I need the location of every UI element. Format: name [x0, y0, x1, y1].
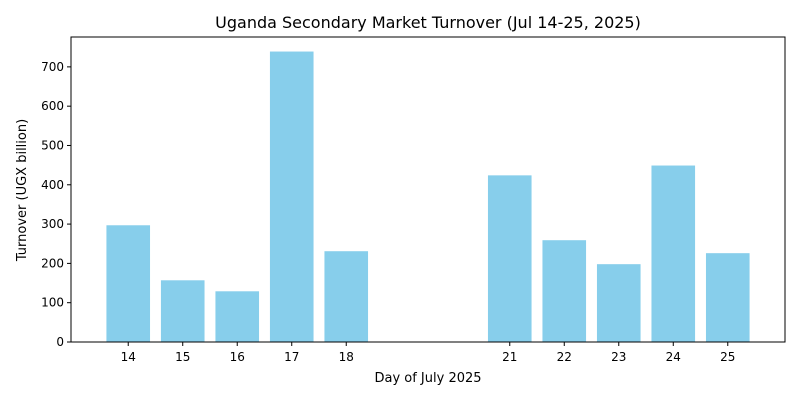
y-axis-label: Turnover (UGX billion)	[15, 119, 30, 262]
x-axis-label: Day of July 2025	[374, 371, 481, 386]
bar-day-23	[596, 264, 641, 342]
x-tick-label: 18	[339, 350, 354, 364]
chart-title: Uganda Secondary Market Turnover (Jul 14…	[215, 13, 641, 32]
x-axis: 14 15 16 17 18 21 22 23 24 25	[121, 342, 735, 364]
x-tick-label: 15	[175, 350, 190, 364]
bar-day-14	[106, 225, 151, 342]
bar-day-16	[215, 291, 260, 342]
y-axis: 0 100 200 300 400 500 600 700	[41, 60, 71, 349]
bar-day-24	[651, 165, 696, 342]
bars-group	[106, 51, 750, 342]
bar-day-17	[269, 51, 314, 342]
y-tick-label: 200	[41, 256, 64, 270]
bar-day-22	[542, 240, 587, 342]
y-tick-label: 400	[41, 178, 64, 192]
x-tick-label: 21	[502, 350, 517, 364]
y-tick-label: 700	[41, 60, 64, 74]
y-tick-label: 100	[41, 296, 64, 310]
bar-day-21	[487, 175, 532, 342]
y-tick-label: 0	[56, 335, 64, 349]
x-tick-label: 17	[284, 350, 299, 364]
x-tick-label: 16	[230, 350, 245, 364]
x-tick-label: 23	[611, 350, 626, 364]
plot-frame	[70, 36, 786, 343]
x-tick-label: 22	[557, 350, 572, 364]
bar-day-25	[705, 253, 750, 342]
y-tick-label: 500	[41, 138, 64, 152]
x-tick-label: 24	[666, 350, 681, 364]
bar-day-15	[160, 280, 205, 342]
y-tick-label: 300	[41, 217, 64, 231]
x-tick-label: 14	[121, 350, 136, 364]
x-tick-label: 25	[720, 350, 735, 364]
y-tick-label: 600	[41, 99, 64, 113]
bar-day-18	[324, 251, 369, 342]
